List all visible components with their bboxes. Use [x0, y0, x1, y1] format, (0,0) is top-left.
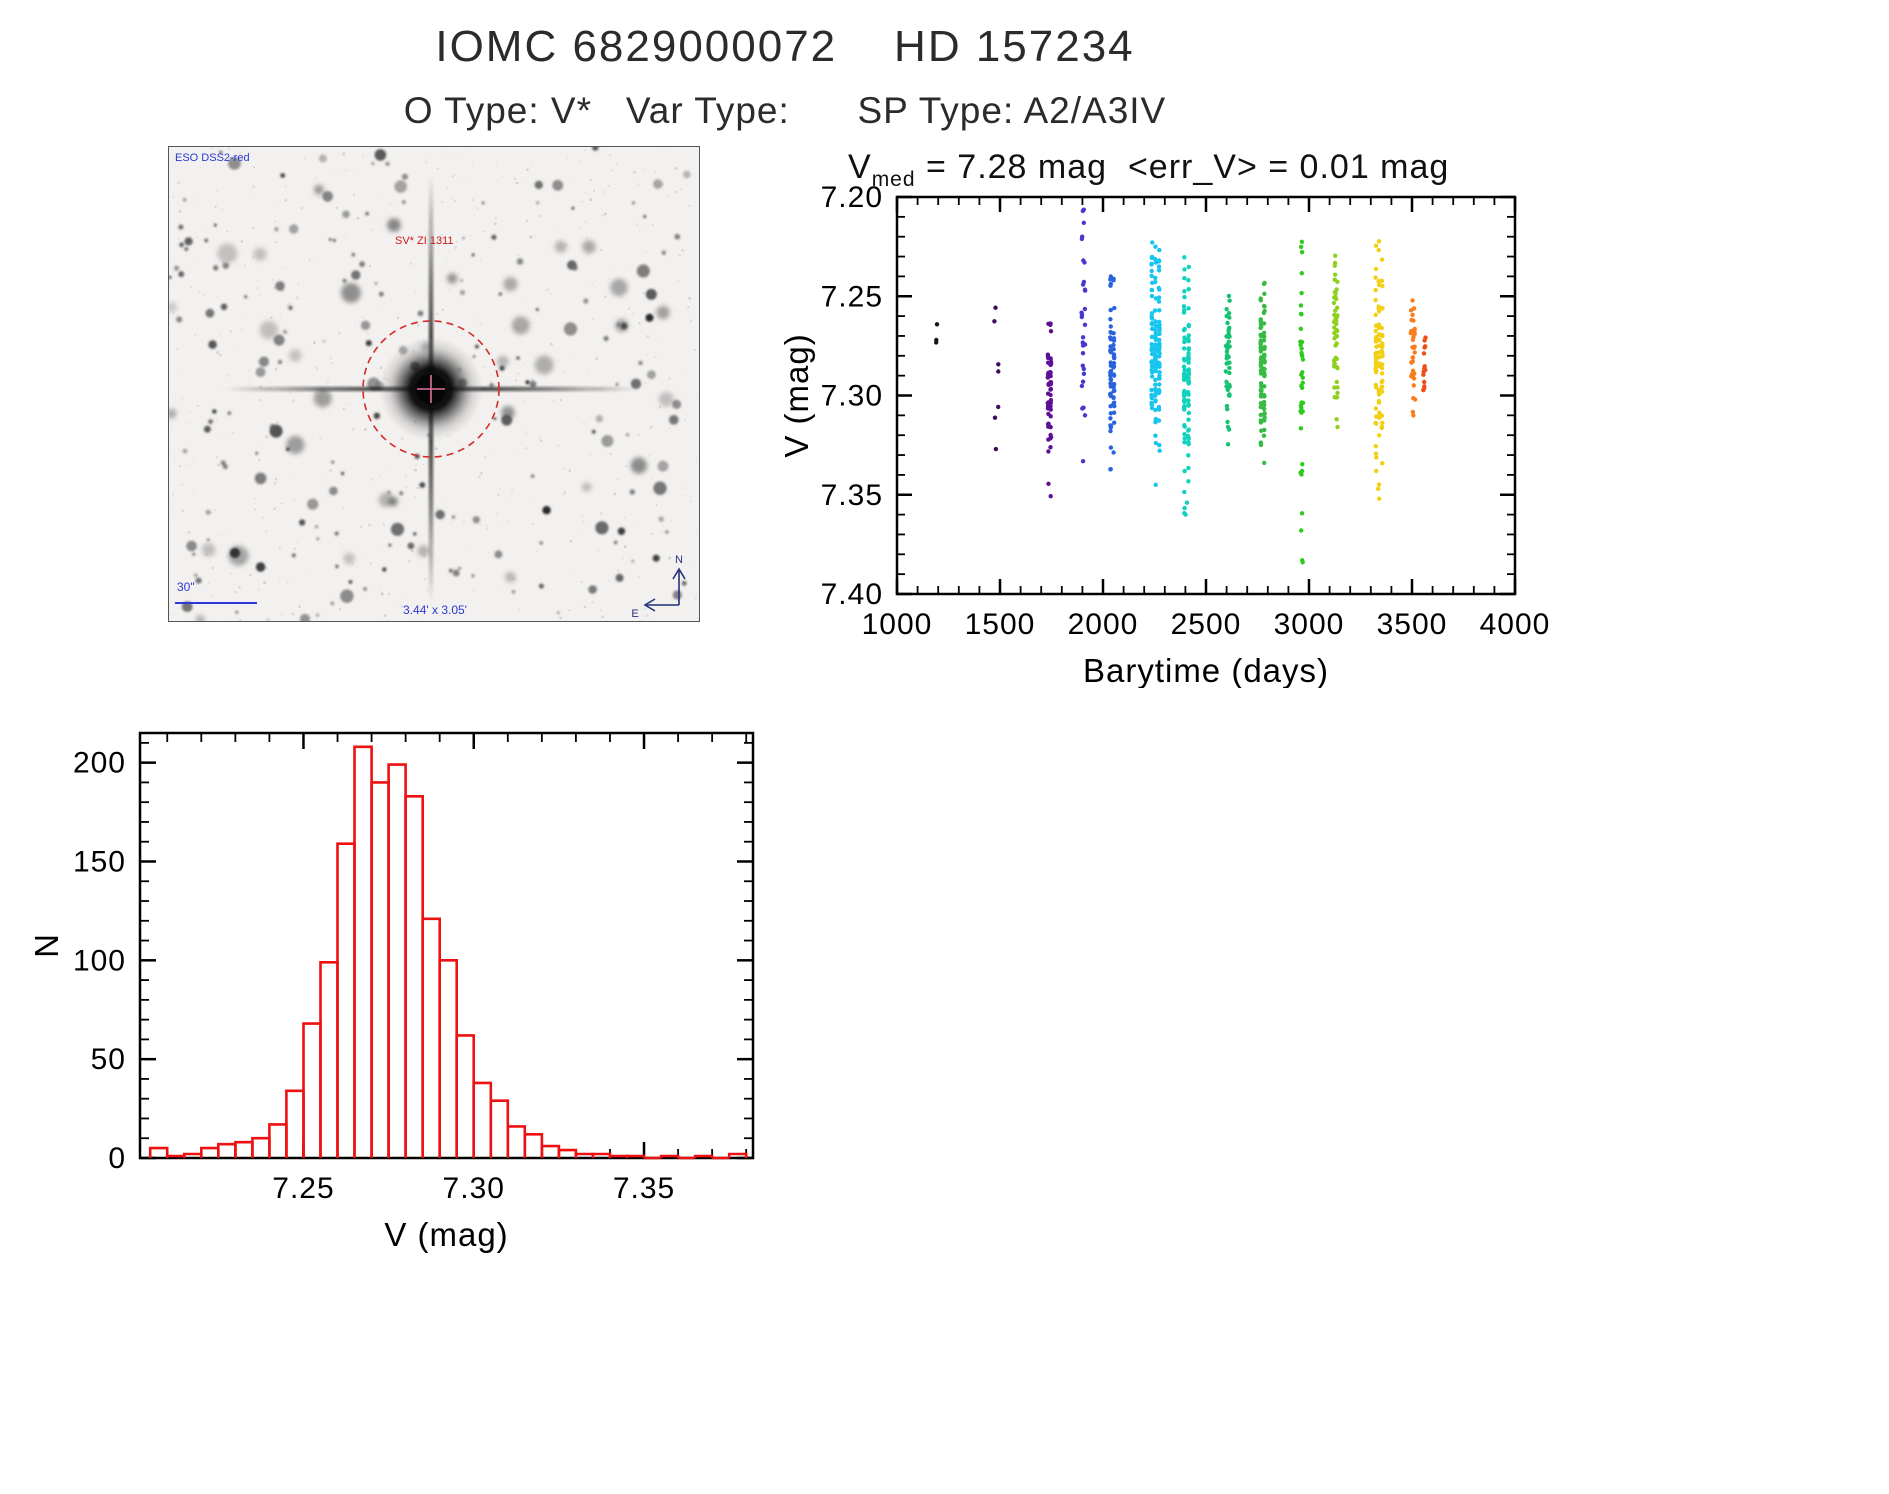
- page-subtitle: O Type: V* Var Type: SP Type: A2/A3IV: [403, 90, 1167, 131]
- x-tick-label: 1500: [965, 608, 1036, 641]
- y-tick-label: 150: [73, 845, 126, 878]
- lightcurve-plot: 1000 1500 2000 2500 3000 3500 4000 7.20 7.25 7.30…: [778, 181, 1551, 688]
- compass-east-label: E: [631, 608, 638, 620]
- target-aperture-circle: [362, 320, 500, 458]
- y-tick-label: 200: [73, 747, 126, 780]
- field-noise: [169, 147, 699, 621]
- x-axis-label: V (mag): [384, 1216, 508, 1253]
- y-tick-label: 7.35: [821, 479, 883, 512]
- x-tick-label: 1000: [862, 608, 933, 641]
- lightcurve-title: Vmed = 7.28 mag <err_V> = 0.01 mag: [848, 148, 1449, 192]
- x-tick-label: 2000: [1068, 608, 1139, 641]
- starfield-image: ESO DSS2-red SV* ZI 1311 30" 3.44' x 3.05' N…: [169, 147, 699, 621]
- star-id-label: SV* ZI 1311: [395, 235, 454, 247]
- vmed-symbol: V: [848, 148, 872, 186]
- scale-label: 30": [177, 580, 195, 594]
- finder-chart-image: ESO DSS2-red SV* ZI 1311 30" 3.44' x 3.05' N…: [168, 146, 700, 622]
- histogram-plot: 7.25 7.30 7.35 0 50 100 150 200 V (mag) N: [30, 731, 755, 1253]
- compass-icon: [643, 567, 686, 612]
- vmed-subscript: med: [871, 167, 916, 191]
- y-tick-label: 7.20: [821, 181, 883, 214]
- y-axis-label: V (mag): [778, 333, 815, 457]
- fov-label: 3.44' x 3.05': [403, 603, 467, 617]
- y-axis-label: N: [30, 933, 65, 958]
- x-tick-label: 3500: [1377, 608, 1448, 641]
- histogram-axes: 7.25 7.30 7.35 0 50 100 150 200 V (mag) N: [30, 731, 755, 1253]
- y-tick-label: 0: [108, 1142, 126, 1175]
- y-tick-label: 50: [91, 1043, 126, 1076]
- compass-north-label: N: [675, 554, 683, 566]
- x-axis-label: Barytime (days): [1083, 652, 1329, 688]
- y-tick-label: 7.25: [821, 280, 883, 313]
- y-tick-label: 7.30: [821, 380, 883, 413]
- x-tick-label: 7.30: [443, 1172, 505, 1205]
- field-fuzzy-blobs: [169, 184, 674, 621]
- target-crosshair: [417, 375, 445, 403]
- histogram-bars: [148, 745, 748, 1160]
- x-tick-label: 3000: [1274, 608, 1345, 641]
- x-tick-label: 2500: [1171, 608, 1242, 641]
- y-tick-label: 7.40: [821, 578, 883, 611]
- y-tick-label: 100: [73, 944, 126, 977]
- scatter-axes: 1000 1500 2000 2500 3000 3500 4000 7.20 7.25 7.30…: [778, 181, 1551, 688]
- page-title: IOMC 6829000072 HD 157234: [435, 22, 1135, 71]
- x-tick-label: 7.35: [613, 1172, 675, 1205]
- scatter-points: [934, 207, 1428, 565]
- x-tick-label: 7.25: [272, 1172, 334, 1205]
- survey-label: ESO DSS2-red: [175, 152, 250, 164]
- vmed-value-text: = 7.28 mag <err_V> = 0.01 mag: [915, 148, 1450, 186]
- x-tick-label: 4000: [1480, 608, 1551, 641]
